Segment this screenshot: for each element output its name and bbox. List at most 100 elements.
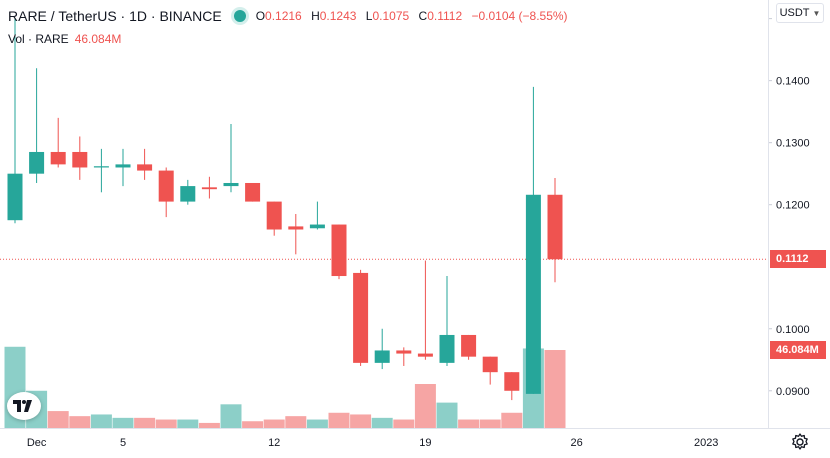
candle [331,224,347,280]
candle [309,201,325,230]
volume-legend[interactable]: Vol · RARE 46.084M [8,32,121,46]
symbol-title[interactable]: RARE / TetherUS · 1D · BINANCE [8,8,222,24]
volume-label: Vol · RARE [8,32,69,46]
open-key: O [255,9,266,23]
candle-body [547,194,563,260]
price-tick-label: 0.1000 [776,324,810,336]
candle-body [504,372,520,391]
volume-bar [479,419,501,428]
currency-selector-button[interactable]: USDT ▼ [776,3,824,23]
candle-body [439,334,455,363]
last-price-tag-label: 0.1112 [776,253,809,266]
candle-body [158,170,174,202]
candle [461,334,477,360]
candle [439,276,455,366]
candle [245,182,261,202]
volume-bar [242,421,264,428]
candle [50,117,66,168]
price-tick-label: 0.1400 [776,76,810,88]
price-tick-label: 0.1300 [776,138,810,150]
volume-bar [90,414,112,428]
open-value: 0.1216 [265,9,302,23]
candle [180,179,196,205]
volume-value: 46.084M [74,32,122,46]
candle [223,124,239,193]
change-value: −0.0104 (−8.55%) [471,9,568,23]
last-price-tag: 0.1112 [770,250,826,269]
volume-bar [263,419,285,428]
volume-bar [544,350,566,428]
candle [525,86,541,394]
symbol-legend[interactable]: RARE / TetherUS · 1D · BINANCE O0.1216 H… [8,8,574,24]
candle-body [137,164,153,171]
candle-body [7,173,23,221]
volume-bar [134,417,156,428]
candle-layer [7,18,563,401]
volume-bar [371,417,393,428]
high-value: 0.1243 [319,9,357,23]
candle [29,68,45,183]
candle [93,148,109,193]
candle-body [201,187,217,190]
volume-bar [306,419,328,428]
candle-body [309,224,325,229]
volume-bar [350,414,372,428]
candle-body [461,334,477,357]
close-key: C [418,9,428,23]
volume-bar [285,416,307,428]
candle-body [353,272,369,363]
volume-bar [177,419,199,428]
candle-body [50,151,66,165]
candle-body [374,350,390,363]
price-axis-border [768,0,769,428]
volume-tag-label: 46.084M [776,344,819,356]
settings-gear-icon[interactable] [790,432,810,452]
market-status-icon[interactable] [233,10,246,22]
ohlc-values: O0.1216 H0.1243 L0.1075 C0.1112 −0.0104 … [256,9,574,23]
candle [482,356,498,385]
candle-body [482,356,498,373]
candle-body [180,186,196,202]
candle-body [417,353,433,357]
candle [396,347,412,366]
volume-bar [436,402,458,428]
candle [417,260,433,360]
time-tick-label: 5 [120,437,126,449]
candle [353,269,369,366]
candle-body [72,151,88,168]
candle-body [223,182,239,187]
candle [288,214,304,255]
volume-bar [414,384,436,428]
tradingview-logo-icon[interactable] [7,392,41,420]
time-axis[interactable]: Dec 5 12 19 26 2023 [27,437,719,449]
high-key: H [311,9,320,23]
price-tick-label: 0.1200 [776,200,810,212]
candle [547,178,563,283]
volume-bar [112,417,134,428]
chevron-down-icon: ▼ [812,8,821,18]
time-tick-label: 2023 [694,437,718,449]
time-tick-label: 26 [570,437,582,449]
time-axis-border [0,428,830,429]
volume-bar [220,404,242,428]
low-value: 0.1075 [372,9,410,23]
time-tick-label: 19 [419,437,431,449]
candle [266,201,282,236]
volume-bar [198,422,220,428]
candle-body [29,151,45,174]
candle-body [93,166,109,168]
candle [158,167,174,218]
candle [115,148,131,187]
candle-body [115,164,131,168]
candle [201,176,217,199]
candle-body [245,182,261,202]
volume-bar [155,419,177,428]
candle-body [288,226,304,230]
volume-bar [393,419,415,428]
volume-bar [69,416,91,428]
candle [72,136,88,180]
volume-bar [501,412,523,428]
volume-bar [47,411,69,428]
currency-label: USDT [779,7,810,19]
